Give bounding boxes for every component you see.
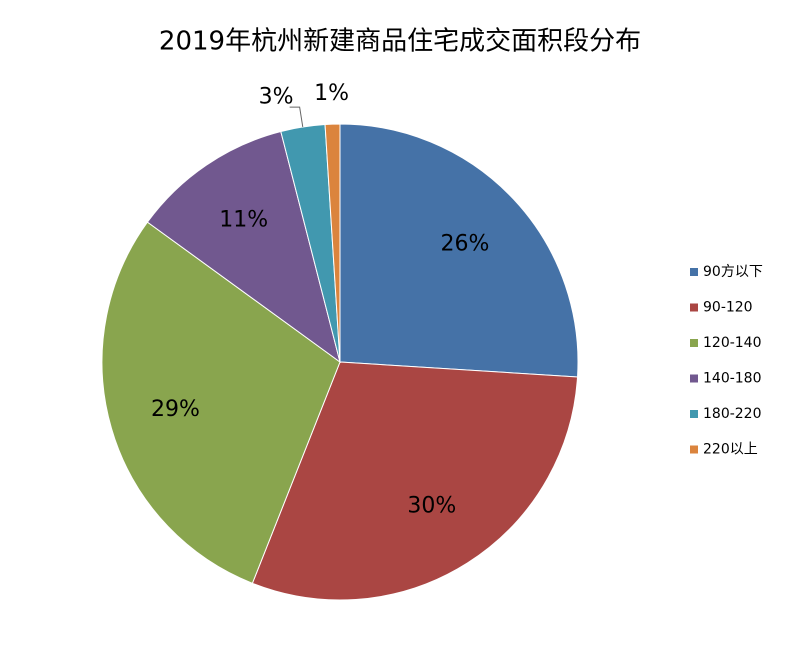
pie-slice xyxy=(101,221,341,584)
data-label: 26% xyxy=(440,232,489,257)
legend-label: 90-120 xyxy=(703,300,753,316)
legend-label: 120-140 xyxy=(703,335,762,351)
leader-line xyxy=(289,106,304,128)
legend-label: 180-220 xyxy=(703,406,762,422)
legend-swatch xyxy=(690,445,698,454)
legend-label: 140-180 xyxy=(703,371,762,387)
pie-slice xyxy=(324,123,341,363)
data-label: 29% xyxy=(151,397,200,422)
legend-label: 220以上 xyxy=(703,442,758,458)
legend-swatch xyxy=(690,374,698,383)
legend-swatch xyxy=(690,303,698,312)
data-label: 3% xyxy=(259,84,294,109)
legend-swatch xyxy=(690,410,698,418)
data-label: 1% xyxy=(314,81,349,106)
pie-slice xyxy=(251,361,579,601)
pie-slice xyxy=(146,130,341,364)
legend-label: 90方以下 xyxy=(703,264,763,280)
legend-swatch xyxy=(690,268,698,276)
legend-swatch xyxy=(690,339,698,347)
chart-title: 2019年杭州新建商品住宅成交面积段分布 xyxy=(159,27,641,57)
data-label: 11% xyxy=(219,207,268,232)
data-label: 30% xyxy=(407,494,456,519)
pie-slice xyxy=(339,123,579,378)
